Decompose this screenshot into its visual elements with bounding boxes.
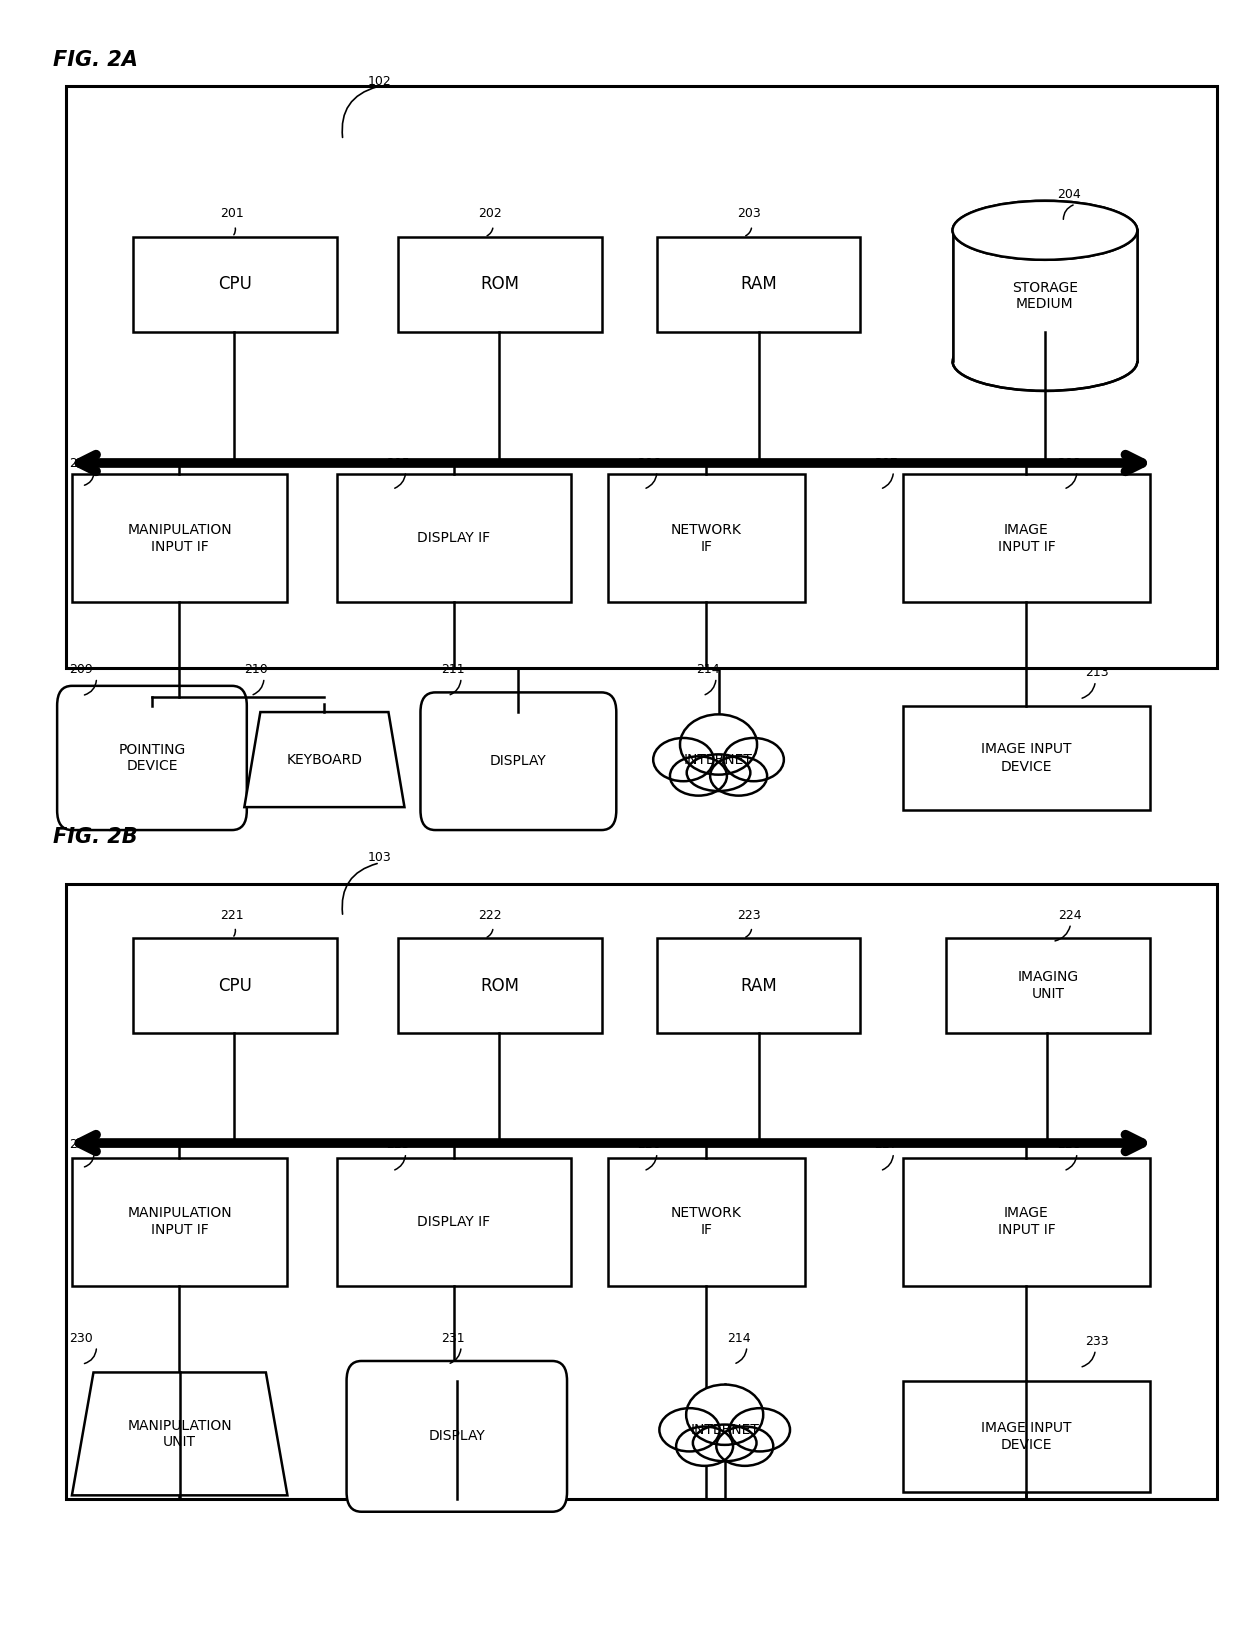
- FancyBboxPatch shape: [420, 692, 616, 830]
- Bar: [337, 1158, 570, 1286]
- Bar: [903, 1380, 1149, 1492]
- Bar: [66, 86, 1218, 667]
- Text: 209: 209: [69, 664, 93, 675]
- Text: 226: 226: [637, 1138, 661, 1151]
- Text: FIG. 2B: FIG. 2B: [53, 827, 138, 847]
- Bar: [72, 474, 288, 603]
- Text: 223: 223: [737, 909, 760, 922]
- Ellipse shape: [729, 1408, 790, 1451]
- Text: 211: 211: [441, 664, 465, 675]
- Text: MANIPULATION
INPUT IF: MANIPULATION INPUT IF: [128, 522, 232, 553]
- Text: IMAGE INPUT
DEVICE: IMAGE INPUT DEVICE: [981, 1421, 1071, 1453]
- Ellipse shape: [952, 201, 1137, 260]
- Text: IMAGE
INPUT IF: IMAGE INPUT IF: [997, 1206, 1055, 1237]
- Bar: [657, 939, 861, 1033]
- Text: 212: 212: [69, 456, 93, 469]
- Bar: [134, 939, 337, 1033]
- Ellipse shape: [952, 201, 1137, 260]
- Bar: [72, 1158, 288, 1286]
- Text: 206: 206: [637, 456, 661, 469]
- Text: 222: 222: [479, 909, 502, 922]
- Text: CPU: CPU: [218, 977, 252, 995]
- Text: 102: 102: [367, 74, 392, 87]
- Text: MANIPULATION
INPUT IF: MANIPULATION INPUT IF: [128, 1206, 232, 1237]
- Text: ROM: ROM: [480, 977, 520, 995]
- Text: 208: 208: [1058, 456, 1081, 469]
- Text: MANIPULATION
UNIT: MANIPULATION UNIT: [128, 1418, 232, 1449]
- Bar: [134, 237, 337, 333]
- Text: RAM: RAM: [740, 275, 777, 293]
- Ellipse shape: [711, 756, 768, 796]
- Text: KEYBOARD: KEYBOARD: [286, 753, 362, 766]
- Text: 227: 227: [874, 1138, 898, 1151]
- Text: INTERNET: INTERNET: [691, 1423, 759, 1436]
- Bar: [946, 939, 1149, 1033]
- Text: 214: 214: [697, 664, 720, 675]
- Bar: [608, 1158, 805, 1286]
- Text: 201: 201: [219, 208, 243, 221]
- Ellipse shape: [724, 738, 784, 781]
- Text: ROM: ROM: [480, 275, 520, 293]
- Text: NETWORK
IF: NETWORK IF: [671, 1206, 742, 1237]
- Text: RAM: RAM: [740, 977, 777, 995]
- Text: 221: 221: [219, 909, 243, 922]
- Text: DISPLAY IF: DISPLAY IF: [417, 532, 490, 545]
- Ellipse shape: [670, 756, 727, 796]
- Ellipse shape: [717, 1426, 774, 1466]
- Text: 224: 224: [1059, 909, 1083, 922]
- Text: 228: 228: [1058, 1138, 1081, 1151]
- Text: INTERNET: INTERNET: [684, 753, 753, 766]
- Text: DISPLAY IF: DISPLAY IF: [417, 1215, 490, 1229]
- Text: 230: 230: [69, 1331, 93, 1344]
- Ellipse shape: [653, 738, 713, 781]
- Text: 202: 202: [479, 208, 502, 221]
- Bar: [337, 474, 570, 603]
- Bar: [903, 1158, 1149, 1286]
- Text: 233: 233: [1085, 1334, 1110, 1347]
- Ellipse shape: [686, 1385, 763, 1444]
- Text: IMAGING
UNIT: IMAGING UNIT: [1018, 970, 1079, 1001]
- Bar: [952, 231, 1137, 361]
- Ellipse shape: [680, 715, 758, 774]
- Text: IMAGE INPUT
DEVICE: IMAGE INPUT DEVICE: [981, 743, 1071, 774]
- Bar: [657, 237, 861, 333]
- Bar: [903, 705, 1149, 810]
- Text: DISPLAY: DISPLAY: [490, 754, 547, 768]
- Bar: [398, 237, 601, 333]
- Bar: [66, 884, 1218, 1499]
- Ellipse shape: [952, 333, 1137, 390]
- Text: FIG. 2A: FIG. 2A: [53, 49, 139, 71]
- Bar: [398, 939, 601, 1033]
- FancyBboxPatch shape: [346, 1360, 567, 1512]
- Text: 204: 204: [1058, 188, 1081, 201]
- Text: 203: 203: [737, 208, 761, 221]
- Text: 214: 214: [727, 1331, 750, 1344]
- Polygon shape: [244, 712, 404, 807]
- Text: POINTING
DEVICE: POINTING DEVICE: [118, 743, 186, 772]
- Text: IMAGE
INPUT IF: IMAGE INPUT IF: [997, 522, 1055, 553]
- Text: DISPLAY: DISPLAY: [429, 1430, 485, 1443]
- Text: 210: 210: [244, 664, 268, 675]
- Ellipse shape: [676, 1426, 733, 1466]
- Text: STORAGE
MEDIUM: STORAGE MEDIUM: [1012, 280, 1078, 311]
- Ellipse shape: [693, 1425, 756, 1461]
- Text: 231: 231: [441, 1331, 465, 1344]
- Bar: [903, 474, 1149, 603]
- Text: 207: 207: [874, 456, 898, 469]
- Text: 225: 225: [386, 1138, 409, 1151]
- Text: 103: 103: [367, 851, 392, 865]
- Ellipse shape: [660, 1408, 719, 1451]
- Ellipse shape: [687, 754, 750, 791]
- Text: 205: 205: [386, 456, 410, 469]
- Polygon shape: [72, 1372, 288, 1495]
- Text: 213: 213: [1085, 667, 1110, 679]
- Text: 232: 232: [69, 1138, 93, 1151]
- FancyBboxPatch shape: [57, 685, 247, 830]
- Text: CPU: CPU: [218, 275, 252, 293]
- Bar: [608, 474, 805, 603]
- Text: NETWORK
IF: NETWORK IF: [671, 522, 742, 553]
